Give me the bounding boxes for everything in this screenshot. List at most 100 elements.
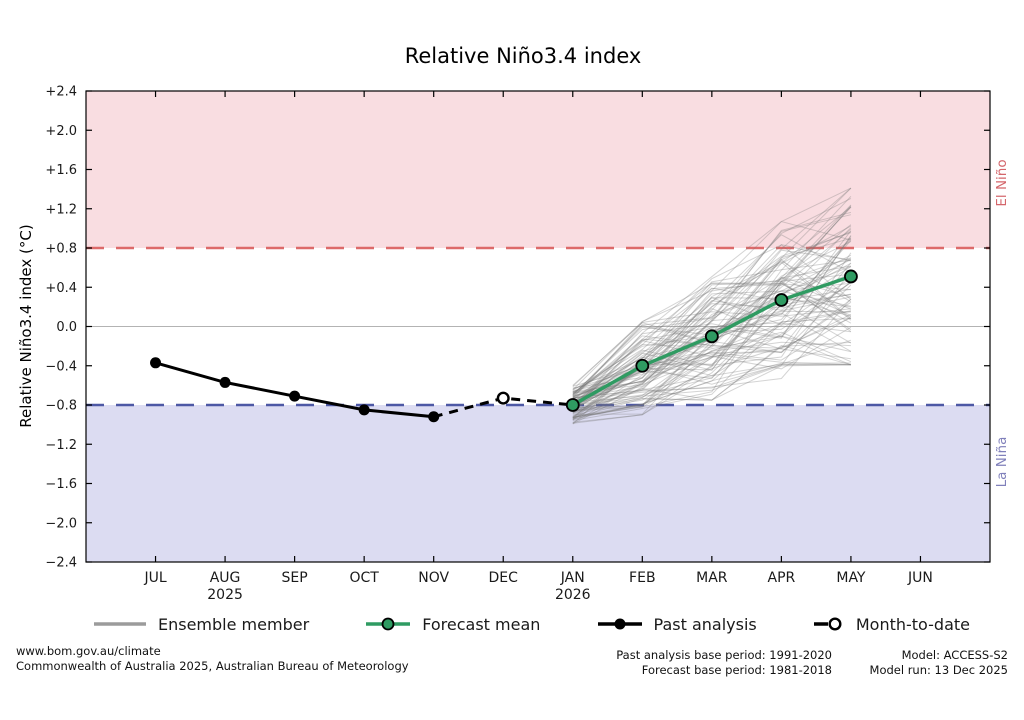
chart-legend: Ensemble member Forecast mean Past analy… [92, 610, 970, 638]
footer-copyright: Commonwealth of Australia 2025, Australi… [16, 659, 409, 673]
ensemble-member-line [572, 310, 851, 421]
legend-item-past: Past analysis [596, 615, 757, 634]
ensemble-member-line [572, 260, 852, 397]
footer-past-base-period: Past analysis base period: 1991-2020 [616, 648, 832, 662]
ensemble-member-line [572, 195, 852, 404]
ensemble-member-line [572, 214, 852, 395]
ensemble-member-line [572, 257, 852, 400]
ensemble-member-line [572, 297, 851, 410]
forecast-mean-swatch-icon [366, 617, 411, 631]
ensemble-member-swatch-icon [94, 622, 146, 626]
ensemble-member-line [572, 257, 852, 406]
legend-label-forecast: Forecast mean [422, 614, 541, 634]
past-analysis-point [358, 404, 370, 416]
el-nino-label: El Niño [994, 159, 1010, 206]
y-tick-label: +1.6 [45, 163, 77, 178]
ensemble-member-line [572, 310, 851, 425]
ensemble-member-line [572, 259, 851, 390]
ensemble-member-line [572, 287, 851, 393]
la-nina-label: La Niña [994, 437, 1010, 488]
x-year-label: 2025 [207, 587, 243, 603]
footer-forecast-base-period: Forecast base period: 1981-2018 [641, 663, 832, 677]
legend-item-forecast: Forecast mean [364, 615, 540, 634]
y-tick-label: 0.0 [56, 320, 77, 335]
footer-model: Model: ACCESS-S2 [901, 648, 1008, 662]
x-year-label: 2026 [555, 587, 591, 603]
month-to-date-swatch-icon [813, 617, 842, 631]
ensemble-member-line [572, 294, 851, 408]
chart-plot-area: JUL AUG SEP OCT NOV DEC JAN FEB MAR APR MAY JUN 2025… [45, 85, 1010, 604]
forecast-mean-point [565, 398, 580, 412]
ensemble-member-line [572, 237, 852, 414]
footer-model-run: Model run: 13 Dec 2025 [869, 663, 1008, 677]
y-tick-label: +0.8 [45, 242, 77, 257]
ensemble-member-line [572, 282, 852, 411]
ensemble-member-line [572, 197, 852, 407]
la-nina-band [86, 405, 990, 562]
ensemble-member-line [572, 317, 851, 420]
ensemble-member-line [572, 362, 851, 420]
ensemble-member-line [572, 237, 852, 394]
x-tick-label: FEB [629, 570, 656, 586]
past-analysis-point [219, 376, 231, 388]
ensemble-member-line [572, 244, 852, 398]
footer-model-info: Model: ACCESS-S2 Model run: 13 Dec 2025 [870, 648, 1008, 678]
ensemble-member-line [572, 317, 852, 418]
ensemble-member-line [572, 341, 851, 413]
y-tick-label: −1.2 [45, 438, 77, 453]
y-tick-label: −0.4 [45, 359, 77, 374]
legend-label-past: Past analysis [653, 614, 757, 634]
ensemble-member-line [572, 331, 852, 406]
footer-url: www.bom.gov.au/climate [16, 644, 161, 658]
ensemble-member-line [572, 266, 852, 402]
ensemble-member-line [572, 308, 851, 400]
ensemble-member-line [572, 252, 852, 424]
x-tick-label: APR [768, 570, 796, 586]
footer-left: www.bom.gov.au/climate Commonwealth of A… [16, 644, 409, 674]
ensemble-member-line [572, 206, 852, 418]
ensemble-member-line [572, 261, 852, 389]
ensemble-member-line [572, 234, 852, 393]
x-tick-label: DEC [489, 570, 519, 586]
legend-item-ensemble: Ensemble member [92, 615, 309, 634]
ensemble-member-line [572, 204, 852, 406]
ensemble-member-line [572, 281, 852, 411]
y-tick-label: +1.2 [45, 202, 77, 217]
ensemble-member-line [572, 339, 852, 399]
x-tick-label: SEP [282, 570, 308, 586]
ensemble-member-line [572, 235, 852, 390]
ensemble-member-line [572, 327, 851, 399]
ensemble-member-line [572, 364, 851, 414]
ensemble-member-line [572, 211, 852, 411]
ensemble-member-line [572, 277, 852, 409]
ensemble-member-line [572, 225, 852, 406]
ensemble-member-line [572, 187, 852, 413]
legend-item-month-to-date: Month-to-date [812, 615, 970, 634]
ensemble-member-line [572, 235, 852, 410]
forecast-mean-point [844, 269, 858, 284]
legend-label-month-to-date: Month-to-date [855, 614, 970, 634]
ensemble-member-line [572, 206, 852, 408]
x-tick-label: NOV [418, 570, 449, 586]
ensemble-member-line [572, 313, 852, 409]
past-analysis-swatch-icon [597, 618, 642, 630]
ensemble-member-line [572, 308, 852, 410]
ensemble-member-line [572, 316, 852, 387]
ensemble-member-line [572, 187, 852, 408]
x-tick-label: JAN [560, 570, 585, 586]
x-tick-label: JUL [143, 570, 166, 586]
ensemble-member-line [572, 262, 852, 417]
ensemble-member-line [572, 232, 852, 420]
forecast-mean-point [704, 329, 719, 344]
ensemble-member-line [572, 322, 851, 400]
ensemble-member-line [572, 265, 851, 394]
chart-title: Relative Niño3.4 index [404, 44, 642, 68]
ensemble-member-line [572, 244, 852, 394]
ensemble-member-line [572, 276, 852, 412]
y-tick-label: +0.4 [45, 281, 77, 296]
x-tick-label: OCT [349, 570, 379, 586]
ensemble-member-line [572, 284, 852, 397]
ensemble-member-line [572, 277, 852, 421]
ensemble-member-line [572, 281, 852, 418]
